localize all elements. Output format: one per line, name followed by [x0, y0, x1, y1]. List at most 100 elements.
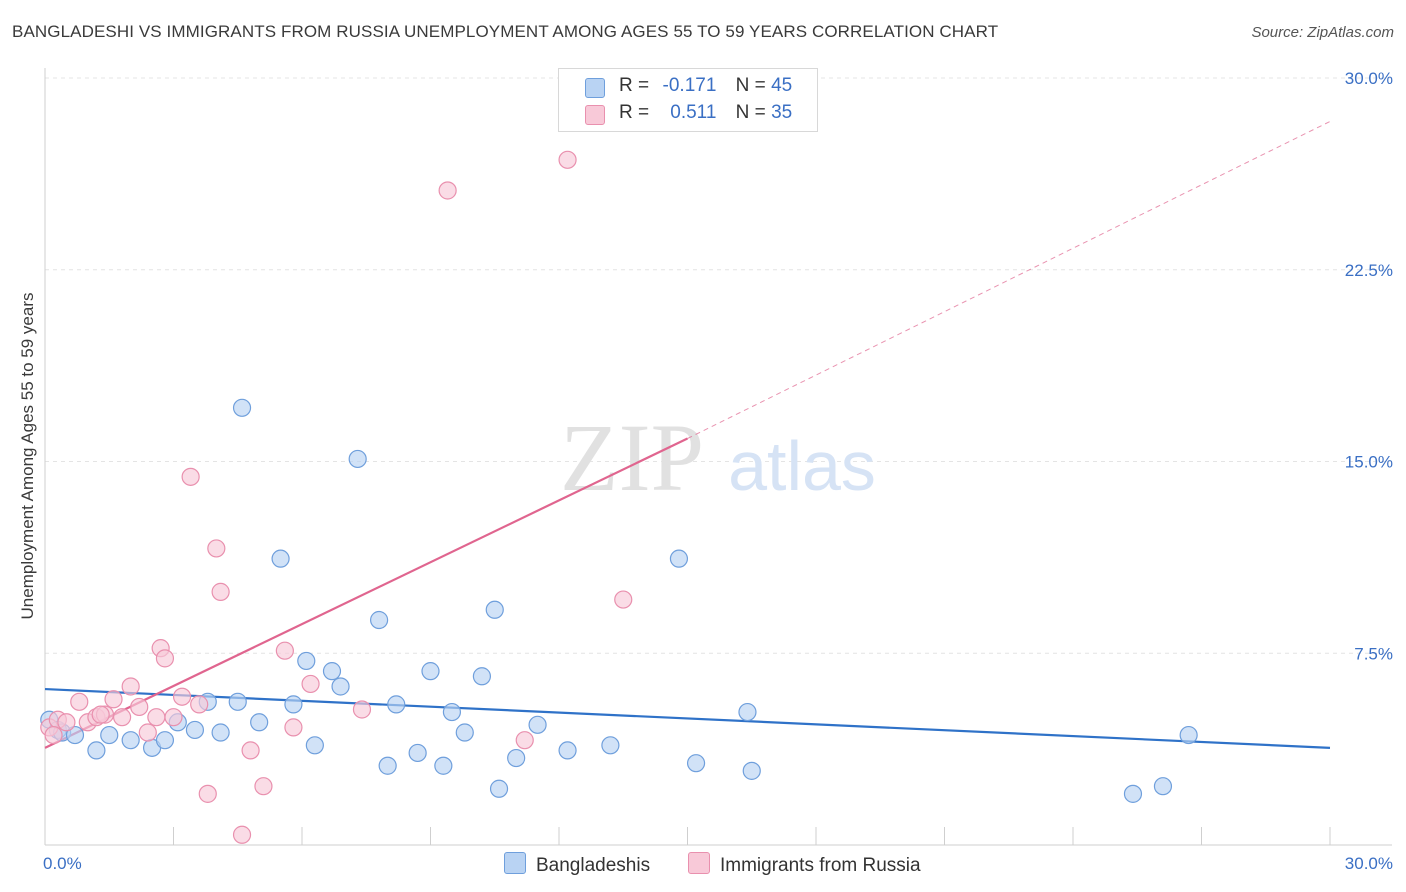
point-bangladeshi: [1123, 784, 1143, 803]
point-russia: [198, 784, 217, 803]
source-label: Source: ZipAtlas.com: [1251, 24, 1394, 41]
watermark-atlas: atlas: [728, 427, 876, 505]
point-russia: [181, 467, 200, 486]
point-bangladeshi: [1179, 725, 1198, 745]
point-bangladeshi: [528, 715, 547, 734]
point-bangladeshi: [601, 736, 620, 755]
point-bangladeshi: [121, 731, 140, 750]
point-russia: [147, 708, 166, 727]
bottom-legend-swatch-pink: [688, 852, 710, 874]
point-russia: [130, 697, 149, 717]
point-russia: [254, 777, 273, 796]
point-bangladeshi: [442, 702, 462, 722]
y-tick-label: 15.0%: [1345, 453, 1393, 472]
point-russia: [112, 708, 132, 727]
trend-line-russia: [44, 437, 688, 749]
point-russia: [207, 539, 226, 558]
point-bangladeshi: [742, 761, 761, 780]
point-bangladeshi: [370, 610, 389, 630]
legend-r-label: R =: [619, 75, 650, 96]
bottom-legend-bangladeshis: Bangladeshis: [504, 852, 650, 877]
x-tick-label: 30.0%: [1345, 854, 1393, 873]
point-bangladeshi: [455, 723, 474, 742]
point-bangladeshi: [669, 549, 689, 568]
legend-n-value: 35: [771, 102, 793, 123]
point-russia: [172, 687, 192, 706]
point-russia: [121, 677, 140, 696]
correlation-legend: R = -0.171 N = 45 R = 0.511 N = 35: [558, 68, 818, 132]
point-bangladeshi: [185, 720, 205, 740]
point-russia: [190, 695, 209, 714]
point-bangladeshi: [1153, 777, 1173, 796]
point-bangladeshi: [686, 754, 706, 773]
point-russia: [275, 641, 294, 660]
trend-line-dashed-russia: [687, 121, 1331, 439]
point-bangladeshi: [211, 723, 230, 742]
point-russia: [138, 723, 157, 742]
point-russia: [44, 725, 63, 745]
legend-n-value: 45: [771, 75, 793, 96]
legend-swatch-blue: [585, 78, 605, 98]
point-russia: [284, 718, 303, 737]
point-russia: [155, 649, 175, 668]
legend-n-label: N =: [735, 102, 766, 123]
point-bangladeshi: [271, 549, 290, 568]
grid-layer: [45, 77, 1392, 654]
point-bangladeshi: [284, 695, 303, 714]
bottom-legend-label: Immigrants from Russia: [720, 855, 921, 876]
point-russia: [104, 690, 123, 709]
point-bangladeshi: [331, 677, 350, 696]
bottom-legend-russia: Immigrants from Russia: [688, 852, 921, 877]
point-russia: [91, 705, 110, 724]
point-bangladeshi: [408, 743, 427, 763]
point-russia: [57, 713, 76, 732]
point-bangladeshi: [489, 779, 509, 798]
point-russia: [211, 582, 230, 601]
point-bangladeshi: [100, 725, 119, 745]
legend-r-label: R =: [619, 102, 650, 123]
bottom-legend-label: Bangladeshis: [536, 855, 651, 876]
data-points: [40, 150, 1198, 844]
point-russia: [241, 741, 260, 760]
x-tick-label: 0.0%: [43, 854, 82, 873]
point-bangladeshi: [87, 741, 106, 760]
point-bangladeshi: [65, 725, 85, 745]
y-tick-label: 22.5%: [1345, 261, 1393, 280]
y-tick-label: 30.0%: [1345, 69, 1393, 88]
point-bangladeshi: [250, 713, 269, 732]
point-bangladeshi: [558, 741, 577, 760]
watermark: ZIP atlas: [560, 404, 876, 511]
point-bangladeshi: [507, 748, 526, 768]
point-bangladeshi: [297, 651, 316, 671]
point-russia: [232, 825, 252, 844]
bottom-legend-swatch-blue: [504, 852, 526, 874]
point-russia: [438, 181, 457, 200]
legend-n-label: N =: [735, 75, 766, 96]
watermark-zip: ZIP: [560, 404, 704, 511]
point-bangladeshi: [155, 731, 175, 750]
point-russia: [70, 692, 89, 711]
point-bangladeshi: [305, 736, 324, 755]
point-bangladeshi: [472, 667, 491, 686]
point-bangladeshi: [228, 692, 247, 711]
point-bangladeshi: [421, 662, 440, 681]
point-bangladeshi: [232, 398, 252, 417]
point-russia: [352, 700, 372, 719]
trend-line-bangladeshi: [44, 687, 1331, 749]
point-bangladeshi: [322, 662, 342, 681]
point-bangladeshi: [387, 695, 406, 714]
point-bangladeshi: [434, 756, 453, 775]
point-bangladeshi: [348, 449, 367, 469]
trend-lines: [44, 121, 1331, 749]
chart-title: BANGLADESHI VS IMMIGRANTS FROM RUSSIA UN…: [12, 22, 999, 41]
point-bangladeshi: [485, 600, 504, 619]
point-bangladeshi: [378, 756, 397, 775]
point-russia: [558, 150, 577, 169]
point-russia: [301, 674, 320, 694]
point-bangladeshi: [738, 702, 757, 722]
legend-r-value: 0.511: [670, 102, 717, 123]
legend-r-value: -0.171: [662, 75, 717, 96]
tick-labels: 7.5% 15.0% 22.5% 30.0% 0.0% 30.0%: [43, 69, 1393, 873]
point-russia: [614, 590, 633, 609]
